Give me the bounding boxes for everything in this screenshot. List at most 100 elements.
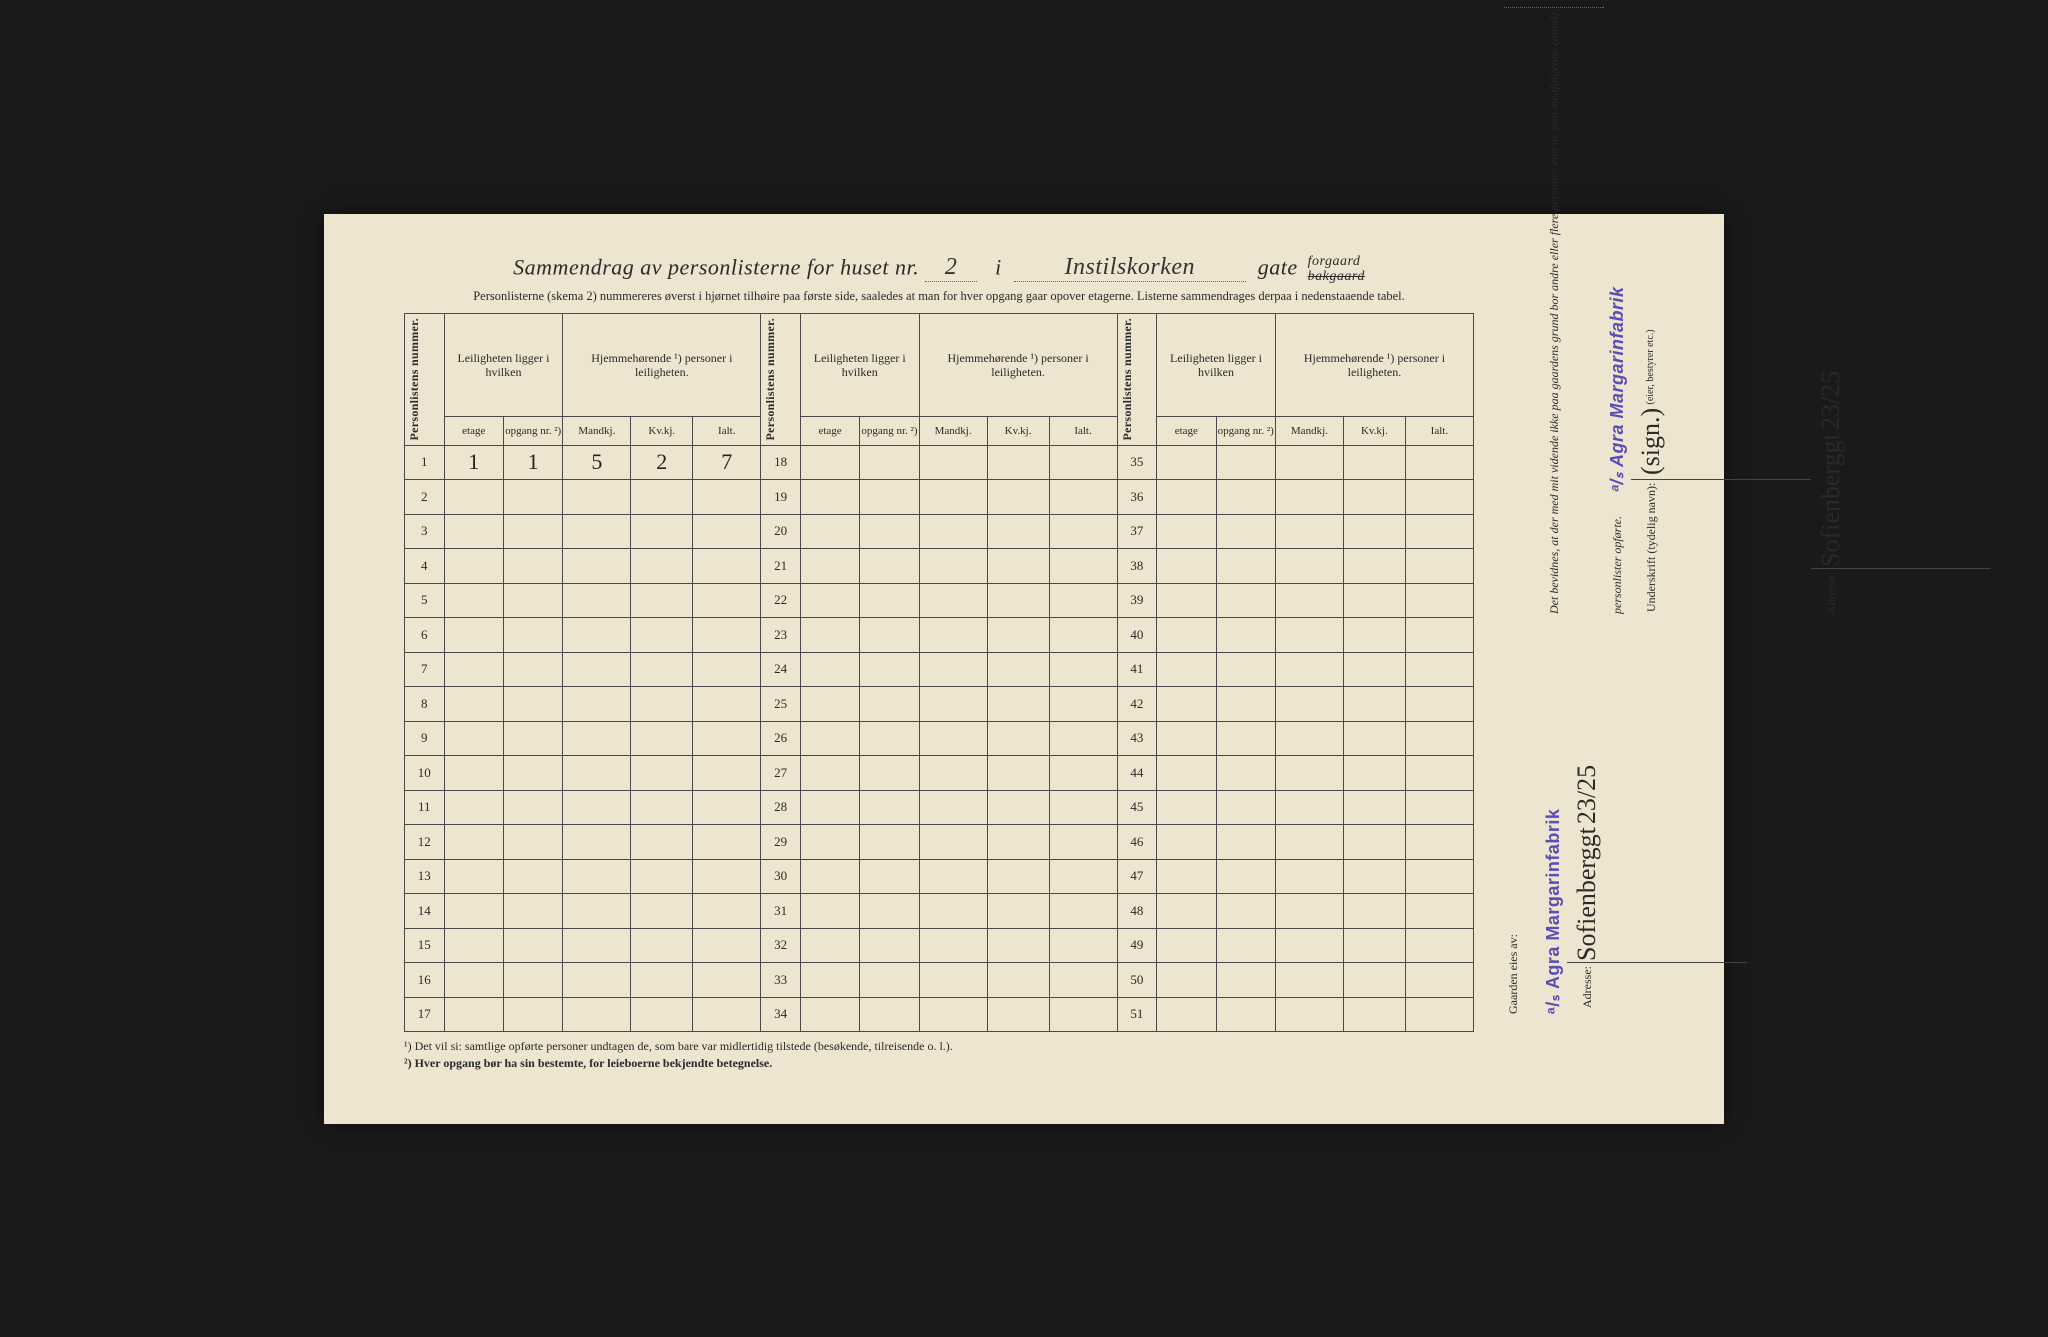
data-cell <box>631 687 693 722</box>
data-cell <box>987 894 1049 929</box>
data-cell: 5 <box>563 445 631 480</box>
data-cell <box>1405 859 1473 894</box>
subcol: Ialt. <box>693 416 761 445</box>
data-cell <box>800 825 859 860</box>
data-cell <box>1405 583 1473 618</box>
data-cell <box>1049 997 1117 1032</box>
data-cell <box>1405 445 1473 480</box>
data-cell <box>1049 859 1117 894</box>
data-cell <box>1216 997 1275 1032</box>
title-line: Sammendrag av personlisterne for huset n… <box>404 254 1474 285</box>
data-cell <box>1049 756 1117 791</box>
data-cell <box>444 997 503 1032</box>
data-cell <box>563 583 631 618</box>
data-cell <box>1216 583 1275 618</box>
data-cell <box>919 756 987 791</box>
data-cell <box>1216 963 1275 998</box>
data-cell <box>444 825 503 860</box>
data-cell <box>860 583 919 618</box>
data-cell <box>1049 618 1117 653</box>
data-cell: 2 <box>631 445 693 480</box>
row-number: 7 <box>405 652 445 687</box>
data-cell <box>563 721 631 756</box>
signature-top: (sign.) <box>1636 407 1665 474</box>
data-cell <box>1157 652 1216 687</box>
data-cell <box>1343 445 1405 480</box>
data-cell <box>1157 859 1216 894</box>
data-cell <box>1157 618 1216 653</box>
row-number: 34 <box>761 997 801 1032</box>
row-number: 51 <box>1117 997 1157 1032</box>
stamp-bottom: ᵃ/ₛ Agra Margarinfabrik <box>1543 808 1563 1013</box>
data-cell <box>987 859 1049 894</box>
data-cell <box>1405 549 1473 584</box>
data-cell <box>1157 514 1216 549</box>
data-cell <box>503 928 562 963</box>
row-number: 50 <box>1117 963 1157 998</box>
data-cell <box>1275 928 1343 963</box>
data-cell <box>631 790 693 825</box>
data-cell <box>800 928 859 963</box>
data-cell <box>1157 583 1216 618</box>
data-cell <box>1405 790 1473 825</box>
row-number: 41 <box>1117 652 1157 687</box>
data-cell <box>563 756 631 791</box>
data-cell <box>1275 790 1343 825</box>
data-cell <box>1275 514 1343 549</box>
data-cell <box>860 997 919 1032</box>
data-cell <box>1405 652 1473 687</box>
data-cell <box>563 963 631 998</box>
data-cell <box>860 825 919 860</box>
table-body: 1115271835219363203742138522396234072441… <box>405 445 1474 1032</box>
data-cell <box>800 480 859 515</box>
row-number: 37 <box>1117 514 1157 549</box>
col-leiligheten: Leiligheten ligger i hvilken <box>1157 314 1276 417</box>
row-number: 14 <box>405 894 445 929</box>
table-row: 153249 <box>405 928 1474 963</box>
data-cell <box>1343 825 1405 860</box>
data-cell <box>919 790 987 825</box>
data-cell <box>860 445 919 480</box>
data-cell <box>1157 825 1216 860</box>
data-cell <box>860 618 919 653</box>
row-number: 28 <box>761 790 801 825</box>
row-number: 24 <box>761 652 801 687</box>
row-number: 4 <box>405 549 445 584</box>
data-cell <box>1049 963 1117 998</box>
data-cell <box>860 928 919 963</box>
data-cell <box>444 687 503 722</box>
data-cell <box>987 618 1049 653</box>
row-number: 49 <box>1117 928 1157 963</box>
stamp-top: ᵃ/ₛ Agra Margarinfabrik <box>1607 286 1627 492</box>
row-number: 40 <box>1117 618 1157 653</box>
form-header: Sammendrag av personlisterne for huset n… <box>404 254 1474 306</box>
subcol: Mandkj. <box>563 416 631 445</box>
data-cell <box>800 618 859 653</box>
data-cell <box>1157 894 1216 929</box>
table-row: 1115271835 <box>405 445 1474 480</box>
data-cell <box>693 859 761 894</box>
data-cell <box>563 687 631 722</box>
table-row: 21936 <box>405 480 1474 515</box>
row-number: 48 <box>1117 894 1157 929</box>
data-cell <box>631 756 693 791</box>
row-number: 42 <box>1117 687 1157 722</box>
data-cell <box>800 445 859 480</box>
subcol: Kv.kj. <box>631 416 693 445</box>
footnote-2: ²) Hver opgang bør ha sin bestemte, for … <box>404 1055 1474 1072</box>
data-cell <box>693 652 761 687</box>
data-cell <box>1275 894 1343 929</box>
row-number: 21 <box>761 549 801 584</box>
data-cell <box>987 549 1049 584</box>
data-cell <box>444 963 503 998</box>
table-head: Personlistens nummer.Leiligheten ligger … <box>405 314 1474 446</box>
data-cell <box>1343 756 1405 791</box>
row-number: 12 <box>405 825 445 860</box>
data-cell <box>1275 583 1343 618</box>
subcol: Ialt. <box>1405 416 1473 445</box>
data-cell <box>563 894 631 929</box>
data-cell <box>1216 756 1275 791</box>
data-cell <box>563 652 631 687</box>
data-cell <box>1343 928 1405 963</box>
row-number: 29 <box>761 825 801 860</box>
